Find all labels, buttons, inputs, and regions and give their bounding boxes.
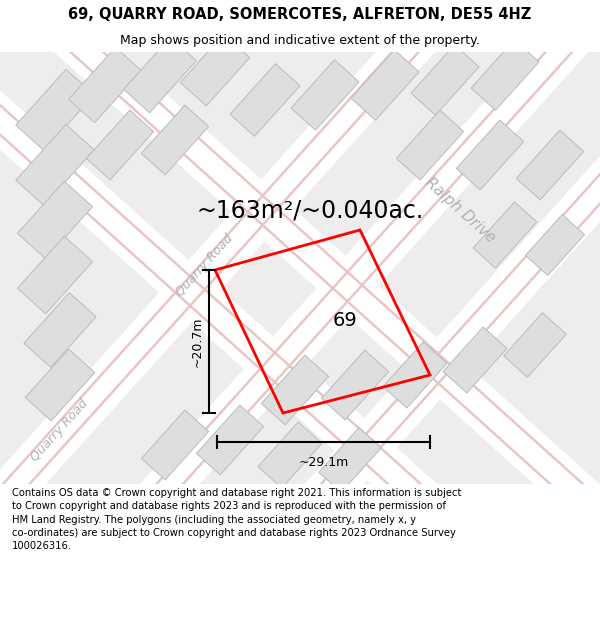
Polygon shape [0, 0, 457, 625]
Polygon shape [16, 124, 94, 206]
Text: 69: 69 [332, 311, 358, 329]
Polygon shape [526, 214, 584, 276]
Polygon shape [180, 34, 250, 106]
Polygon shape [473, 202, 537, 268]
Text: Map shows position and indicative extent of the property.: Map shows position and indicative extent… [120, 34, 480, 47]
Polygon shape [517, 130, 584, 200]
Polygon shape [0, 0, 600, 598]
Polygon shape [0, 88, 600, 625]
Text: 69, QUARRY ROAD, SOMERCOTES, ALFRETON, DE55 4HZ: 69, QUARRY ROAD, SOMERCOTES, ALFRETON, D… [68, 7, 532, 22]
Polygon shape [113, 0, 600, 544]
Polygon shape [142, 410, 209, 480]
Polygon shape [25, 349, 95, 421]
Polygon shape [68, 48, 142, 122]
Polygon shape [291, 60, 359, 130]
Polygon shape [258, 422, 322, 488]
Polygon shape [262, 355, 329, 425]
Polygon shape [198, 0, 600, 621]
Text: Quarry Road: Quarry Road [29, 396, 91, 464]
Polygon shape [411, 45, 479, 115]
Polygon shape [17, 236, 92, 314]
Polygon shape [319, 428, 381, 493]
Polygon shape [128, 0, 600, 545]
Polygon shape [471, 40, 539, 110]
Text: Ralph Drive: Ralph Drive [422, 174, 498, 246]
Polygon shape [397, 110, 464, 180]
Text: ~20.7m: ~20.7m [191, 316, 203, 367]
Polygon shape [457, 120, 524, 190]
Polygon shape [322, 350, 389, 420]
Polygon shape [17, 181, 92, 259]
Polygon shape [86, 110, 154, 180]
Polygon shape [0, 0, 600, 582]
Polygon shape [24, 292, 96, 367]
Polygon shape [196, 405, 263, 475]
Polygon shape [124, 38, 196, 112]
Polygon shape [0, 72, 600, 625]
Polygon shape [0, 9, 457, 625]
Polygon shape [0, 88, 600, 625]
Text: Contains OS data © Crown copyright and database right 2021. This information is : Contains OS data © Crown copyright and d… [12, 488, 461, 551]
Polygon shape [351, 50, 419, 120]
Polygon shape [0, 0, 472, 625]
Polygon shape [128, 0, 600, 516]
Polygon shape [0, 52, 600, 484]
Polygon shape [443, 327, 507, 393]
Polygon shape [142, 105, 209, 175]
Polygon shape [16, 69, 94, 151]
Polygon shape [182, 0, 600, 625]
Polygon shape [383, 342, 447, 408]
Polygon shape [230, 64, 300, 136]
Polygon shape [504, 312, 566, 378]
Polygon shape [198, 0, 600, 625]
Text: Quarry Road: Quarry Road [174, 231, 236, 299]
Text: ~29.1m: ~29.1m [298, 456, 349, 469]
Polygon shape [21, 0, 600, 582]
Text: ~163m²/~0.040ac.: ~163m²/~0.040ac. [196, 198, 424, 222]
